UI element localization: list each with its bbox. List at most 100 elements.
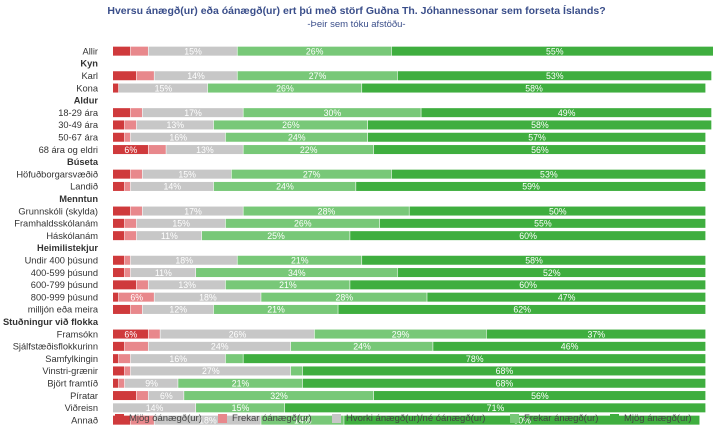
bar-segment <box>113 329 148 339</box>
bar-segment <box>124 366 131 376</box>
data-label: 25% <box>267 231 285 241</box>
data-label: 62% <box>513 305 531 315</box>
bar-segment <box>136 120 214 130</box>
data-label: 16% <box>169 132 187 142</box>
bar-segment <box>362 255 706 265</box>
bar-segment <box>225 132 368 142</box>
data-label: 6% <box>124 145 137 155</box>
category-label: milljón eða meira <box>28 305 99 315</box>
bar-segment <box>362 83 706 93</box>
bar-segment <box>130 132 226 142</box>
bar-segment <box>166 145 243 155</box>
data-label: 34% <box>288 268 306 278</box>
legend-item: Mjög ánægð(ur) <box>610 413 692 424</box>
bar-segment <box>243 108 421 118</box>
category-label: Annað <box>71 415 98 425</box>
bar-segment <box>350 231 706 241</box>
data-label: 55% <box>546 46 564 56</box>
bar-segment <box>113 83 119 93</box>
bar-segment <box>113 206 131 216</box>
data-label: 18% <box>199 292 217 302</box>
bar-segment <box>113 218 125 228</box>
bar-segment <box>379 218 706 228</box>
bar-segment <box>261 415 344 425</box>
data-label: 71% <box>487 403 505 413</box>
category-label: 800-999 þúsund <box>31 292 98 302</box>
data-label: 15% <box>232 403 250 413</box>
bar-segment <box>231 169 392 179</box>
category-label: 50-67 ára <box>58 132 99 142</box>
data-label: 6% <box>160 391 173 401</box>
bar-segment <box>142 169 231 179</box>
bar-segment <box>130 108 143 118</box>
category-label: Viðreisn <box>65 403 98 413</box>
category-label: Samfylkingin <box>45 354 98 364</box>
bar-segment <box>142 304 214 314</box>
data-label: 27% <box>309 71 327 81</box>
bar-segment <box>213 304 338 314</box>
bar-segment <box>207 83 362 93</box>
bar-segment <box>225 218 380 228</box>
bar-segment <box>136 231 202 241</box>
category-label: 30-49 ára <box>58 120 99 130</box>
data-label: 6% <box>124 329 137 339</box>
data-label: 53% <box>540 169 558 179</box>
category-label: Allir <box>83 46 99 56</box>
data-label: 47% <box>558 292 576 302</box>
data-label: 13% <box>166 120 184 130</box>
bar-segment <box>118 83 208 93</box>
data-label: 68% <box>496 378 514 388</box>
bar-segment <box>397 268 706 278</box>
bar-segment <box>113 292 119 302</box>
bar-segment <box>367 132 706 142</box>
data-label: 56% <box>531 391 549 401</box>
legend-label: Frekar ánægð(ur) <box>524 413 599 424</box>
data-label: 50% <box>549 206 567 216</box>
bar-segment <box>243 206 409 216</box>
bar-segment <box>124 218 137 228</box>
bar-segment <box>148 341 291 351</box>
data-label: 57% <box>528 132 546 142</box>
group-header: Aldur <box>74 96 99 106</box>
category-label: Vinstri-grænir <box>42 366 98 376</box>
data-label: 11% <box>161 231 178 241</box>
bar-segment <box>113 145 148 155</box>
data-label: 15% <box>178 169 196 179</box>
bar-segment <box>196 403 285 413</box>
data-label: 17% <box>184 206 202 216</box>
category-label: Framhaldsskólanám <box>14 219 98 229</box>
bar-segment <box>148 391 184 401</box>
data-label: 14% <box>187 71 205 81</box>
data-label: 32% <box>270 391 288 401</box>
bar-segment <box>314 329 486 339</box>
data-label: 18% <box>175 255 193 265</box>
bar-segment <box>338 304 706 314</box>
data-label: 29% <box>392 329 410 339</box>
legend-swatch <box>218 414 227 423</box>
data-label: 22% <box>300 145 318 155</box>
data-label: 58% <box>525 255 543 265</box>
legend-swatch <box>510 414 519 423</box>
bar-segment <box>130 46 148 56</box>
data-label: 6% <box>130 292 143 302</box>
bar-segment <box>113 71 137 81</box>
legend-item: Frekar ánægð(ur) <box>510 413 598 424</box>
bar-segment <box>154 71 237 81</box>
category-label: Háskólanám <box>46 231 98 241</box>
bar-segment <box>142 108 243 118</box>
data-label: 60% <box>519 231 537 241</box>
data-label: 27% <box>303 169 321 179</box>
category-label: Undir 400 þúsund <box>25 255 98 265</box>
category-label: 600-799 þúsund <box>31 280 98 290</box>
data-label: 59% <box>522 182 540 192</box>
legend-item: Mjög óánægð(ur) <box>115 413 202 424</box>
bar-segment <box>356 181 706 191</box>
bar-segment <box>237 46 392 56</box>
bar-segment <box>154 292 261 302</box>
data-label: 26% <box>229 329 247 339</box>
bar-segment <box>113 108 131 118</box>
bar-segment <box>213 181 356 191</box>
bar-segment <box>113 341 125 351</box>
bar-segment <box>148 145 166 155</box>
bar-segment <box>130 255 237 265</box>
